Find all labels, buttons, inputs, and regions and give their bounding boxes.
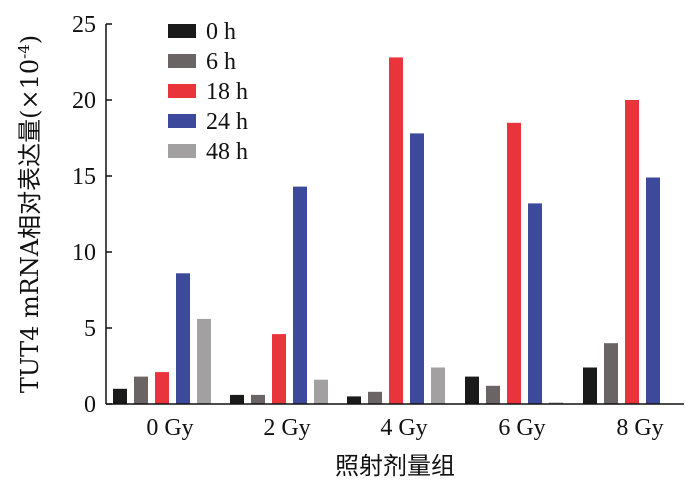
legend-swatch-0-h: [168, 24, 196, 38]
y-axis-title-close: ): [16, 35, 44, 44]
bar-6-h-2-gy: [251, 394, 265, 404]
x-tick-label: 4 Gy: [380, 415, 427, 441]
y-tick-label: 20: [72, 88, 96, 114]
bars-group: [113, 57, 660, 405]
legend: 0 h 6 h 18 h 24 h 48 h: [168, 19, 248, 165]
legend-label-48-h: 48 h: [206, 139, 248, 165]
bar-0-h-0-gy: [113, 388, 127, 404]
bar-0-h-2-gy: [230, 394, 244, 404]
x-tick-label: 0 Gy: [146, 415, 193, 441]
bar-6-h-0-gy: [134, 376, 148, 404]
legend-swatch-18-h: [168, 84, 196, 98]
bar-24-h-2-gy: [293, 186, 307, 404]
bar-18-h-8-gy: [625, 100, 639, 404]
bar-24-h-4-gy: [410, 133, 424, 404]
bar-24-h-8-gy: [646, 177, 660, 404]
legend-swatch-48-h: [168, 144, 196, 158]
bar-0-h-4-gy: [347, 396, 361, 404]
y-axis-title-exponent: -4: [15, 44, 33, 59]
bar-6-h-6-gy: [486, 385, 500, 404]
y-tick-label: 25: [72, 12, 96, 38]
legend-label-24-h: 24 h: [206, 109, 248, 135]
bar-18-h-4-gy: [389, 57, 403, 405]
x-ticks-group: 0 Gy 2 Gy 4 Gy 6 Gy 8 Gy: [146, 415, 663, 441]
y-tick-label: 5: [84, 316, 96, 342]
y-ticks-group: 0 5 10 15 20 25: [72, 12, 112, 418]
bar-18-h-6-gy: [507, 122, 521, 405]
x-tick-label: 8 Gy: [616, 415, 663, 441]
bar-48-h-4-gy: [431, 367, 445, 404]
y-tick-label: 0: [84, 392, 96, 418]
legend-swatch-6-h: [168, 54, 196, 68]
bar-24-h-0-gy: [176, 273, 190, 404]
bar-48-h-0-gy: [197, 318, 211, 404]
bar-48-h-2-gy: [314, 379, 328, 404]
legend-label-0-h: 0 h: [206, 19, 236, 45]
x-tick-label: 6 Gy: [498, 415, 545, 441]
legend-label-6-h: 6 h: [206, 49, 236, 75]
bar-6-h-8-gy: [604, 343, 618, 404]
bar-18-h-2-gy: [272, 334, 286, 404]
legend-label-18-h: 18 h: [206, 79, 248, 105]
bar-6-h-4-gy: [368, 391, 382, 404]
x-tick-label: 2 Gy: [263, 415, 310, 441]
bar-24-h-6-gy: [528, 203, 542, 404]
x-axis-title: 照射剂量组: [335, 452, 455, 480]
bar-0-h-8-gy: [583, 367, 597, 404]
bar-18-h-0-gy: [155, 372, 169, 404]
y-axis-title: TUT4 mRNA相对表达量(×10-4): [15, 35, 44, 393]
bar-0-h-6-gy: [465, 376, 479, 404]
y-axis-title-main: TUT4 mRNA相对表达量(×10: [16, 59, 44, 393]
y-tick-label: 15: [72, 164, 96, 190]
legend-swatch-24-h: [168, 114, 196, 128]
y-tick-label: 10: [72, 240, 96, 266]
